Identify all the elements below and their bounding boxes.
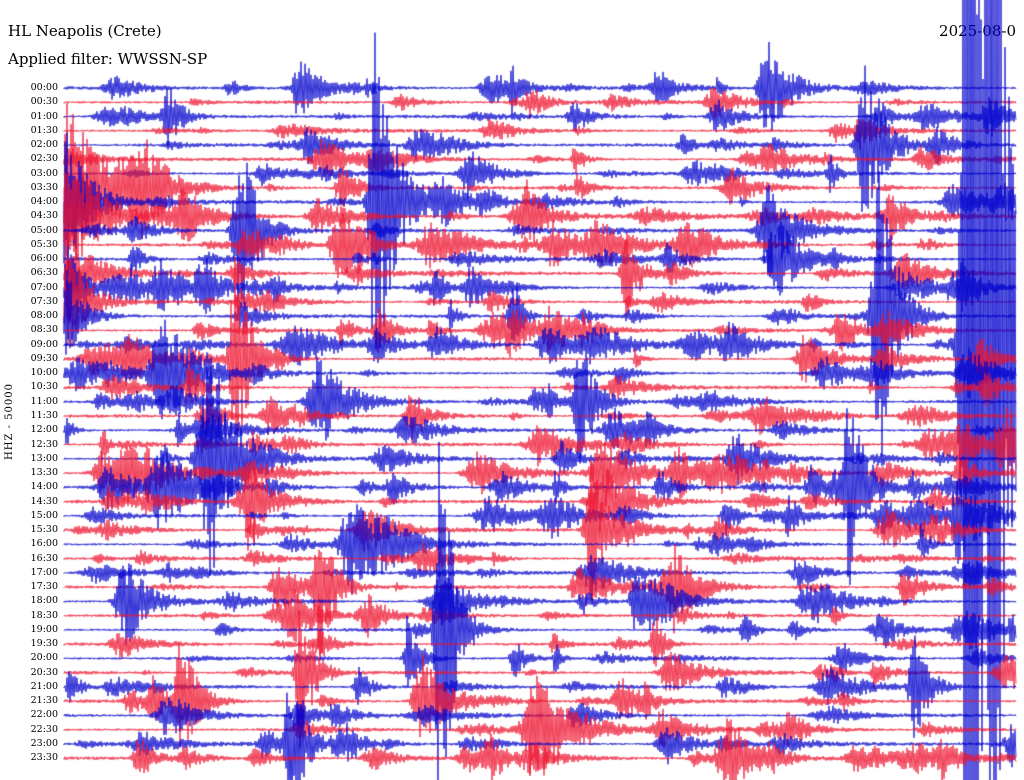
time-label: 14:00 (30, 481, 58, 493)
time-label: 19:30 (30, 638, 58, 650)
date-label: 2025-08-0 (939, 22, 1016, 40)
time-label: 13:30 (30, 467, 58, 479)
time-label: 11:30 (30, 409, 58, 421)
time-label: 10:30 (30, 381, 58, 393)
time-label: 04:00 (30, 196, 58, 208)
time-label: 21:30 (30, 695, 58, 707)
time-label: 10:00 (30, 367, 58, 379)
time-label: 01:00 (30, 110, 58, 122)
time-label: 09:00 (30, 338, 58, 350)
time-label: 08:00 (30, 310, 58, 322)
time-label: 07:30 (30, 295, 58, 307)
time-label: 04:30 (30, 210, 58, 222)
time-label: 19:00 (30, 623, 58, 635)
time-label: 13:00 (30, 452, 58, 464)
time-label: 03:00 (30, 167, 58, 179)
time-label: 16:00 (30, 538, 58, 550)
time-label: 06:00 (30, 253, 58, 265)
time-label: 01:30 (30, 124, 58, 136)
time-label: 15:00 (30, 509, 58, 521)
time-label: 05:30 (30, 238, 58, 250)
time-label: 21:00 (30, 680, 58, 692)
time-label: 02:30 (30, 153, 58, 165)
time-label: 22:00 (30, 709, 58, 721)
time-label: 16:30 (30, 552, 58, 564)
time-label: 15:30 (30, 524, 58, 536)
time-label: 22:30 (30, 723, 58, 735)
time-label: 23:30 (30, 752, 58, 764)
time-label: 20:00 (30, 652, 58, 664)
time-label: 23:00 (30, 737, 58, 749)
time-label: 02:00 (30, 139, 58, 151)
time-label: 08:30 (30, 324, 58, 336)
time-label: 14:30 (30, 495, 58, 507)
time-label: 18:30 (30, 609, 58, 621)
time-label: 00:30 (30, 96, 58, 108)
time-label: 17:30 (30, 581, 58, 593)
time-label: 20:30 (30, 666, 58, 678)
time-label: 12:30 (30, 438, 58, 450)
time-label: 09:30 (30, 352, 58, 364)
time-label: 11:00 (30, 395, 58, 407)
time-label: 07:00 (30, 281, 58, 293)
time-label: 18:00 (30, 595, 58, 607)
filter-label: Applied filter: WWSSN-SP (8, 50, 208, 68)
time-label: 03:30 (30, 181, 58, 193)
time-label: 12:00 (30, 424, 58, 436)
time-label: 06:30 (30, 267, 58, 279)
station-title: HL Neapolis (Crete) (8, 22, 162, 40)
time-label: 05:00 (30, 224, 58, 236)
time-label: 00:00 (30, 82, 58, 93)
time-label: 17:00 (30, 566, 58, 578)
